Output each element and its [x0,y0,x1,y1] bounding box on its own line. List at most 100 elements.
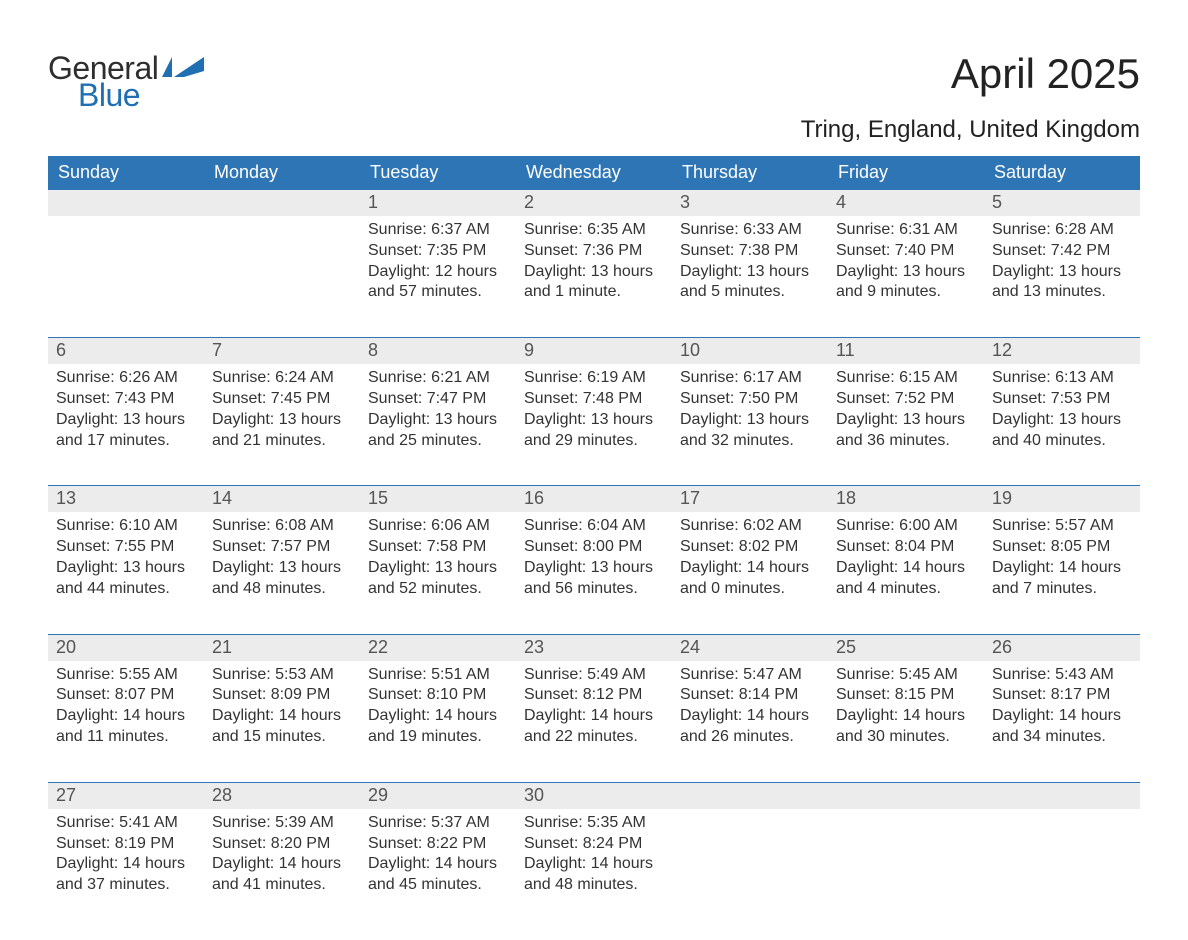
week-row: 27Sunrise: 5:41 AMSunset: 8:19 PMDayligh… [48,782,1140,900]
day-cell: 20Sunrise: 5:55 AMSunset: 8:07 PMDayligh… [48,635,204,752]
day-cell [48,190,204,307]
week-row: 20Sunrise: 5:55 AMSunset: 8:07 PMDayligh… [48,634,1140,752]
day-cell: 2Sunrise: 6:35 AMSunset: 7:36 PMDaylight… [516,190,672,307]
day-cell: 6Sunrise: 6:26 AMSunset: 7:43 PMDaylight… [48,338,204,455]
day-body: Sunrise: 6:21 AMSunset: 7:47 PMDaylight:… [360,364,516,455]
daylight-line: Daylight: 14 hours and 45 minutes. [368,854,508,896]
day-cell [672,783,828,900]
day-number: 6 [48,338,204,364]
daylight-line: Daylight: 13 hours and 17 minutes. [56,410,196,452]
day-number: 17 [672,486,828,512]
day-body: Sunrise: 6:19 AMSunset: 7:48 PMDaylight:… [516,364,672,455]
calendar-grid: SundayMondayTuesdayWednesdayThursdayFrid… [48,156,1140,900]
day-body: Sunrise: 5:53 AMSunset: 8:09 PMDaylight:… [204,661,360,752]
day-cell: 30Sunrise: 5:35 AMSunset: 8:24 PMDayligh… [516,783,672,900]
day-number: 29 [360,783,516,809]
day-cell: 28Sunrise: 5:39 AMSunset: 8:20 PMDayligh… [204,783,360,900]
day-number: 21 [204,635,360,661]
day-cell: 1Sunrise: 6:37 AMSunset: 7:35 PMDaylight… [360,190,516,307]
day-number: 26 [984,635,1140,661]
day-cell: 21Sunrise: 5:53 AMSunset: 8:09 PMDayligh… [204,635,360,752]
day-header: Thursday [672,156,828,189]
day-body: Sunrise: 5:39 AMSunset: 8:20 PMDaylight:… [204,809,360,900]
week-row: 6Sunrise: 6:26 AMSunset: 7:43 PMDaylight… [48,337,1140,455]
daylight-line: Daylight: 14 hours and 11 minutes. [56,706,196,748]
sunset-line: Sunset: 8:12 PM [524,685,664,706]
day-cell [984,783,1140,900]
sunrise-line: Sunrise: 6:35 AM [524,220,664,241]
sunrise-line: Sunrise: 6:21 AM [368,368,508,389]
sunrise-line: Sunrise: 5:43 AM [992,665,1132,686]
daylight-line: Daylight: 14 hours and 7 minutes. [992,558,1132,600]
day-body: Sunrise: 5:55 AMSunset: 8:07 PMDaylight:… [48,661,204,752]
daylight-line: Daylight: 14 hours and 22 minutes. [524,706,664,748]
day-number [984,783,1140,809]
sunset-line: Sunset: 7:38 PM [680,241,820,262]
day-body: Sunrise: 5:37 AMSunset: 8:22 PMDaylight:… [360,809,516,900]
sunset-line: Sunset: 8:09 PM [212,685,352,706]
day-body: Sunrise: 6:28 AMSunset: 7:42 PMDaylight:… [984,216,1140,307]
calendar-page: General Blue April 2025 Tring, England, … [0,0,1188,940]
sunset-line: Sunset: 7:55 PM [56,537,196,558]
sunrise-line: Sunrise: 6:31 AM [836,220,976,241]
day-header-row: SundayMondayTuesdayWednesdayThursdayFrid… [48,156,1140,189]
sunrise-line: Sunrise: 5:55 AM [56,665,196,686]
day-cell: 18Sunrise: 6:00 AMSunset: 8:04 PMDayligh… [828,486,984,603]
day-number: 25 [828,635,984,661]
sunset-line: Sunset: 8:20 PM [212,834,352,855]
day-cell: 11Sunrise: 6:15 AMSunset: 7:52 PMDayligh… [828,338,984,455]
sunset-line: Sunset: 7:36 PM [524,241,664,262]
day-body: Sunrise: 6:35 AMSunset: 7:36 PMDaylight:… [516,216,672,307]
sunset-line: Sunset: 7:47 PM [368,389,508,410]
sunset-line: Sunset: 8:07 PM [56,685,196,706]
day-cell: 8Sunrise: 6:21 AMSunset: 7:47 PMDaylight… [360,338,516,455]
sunrise-line: Sunrise: 6:06 AM [368,516,508,537]
day-body: Sunrise: 5:41 AMSunset: 8:19 PMDaylight:… [48,809,204,900]
sunrise-line: Sunrise: 5:41 AM [56,813,196,834]
day-header: Wednesday [516,156,672,189]
day-body: Sunrise: 5:51 AMSunset: 8:10 PMDaylight:… [360,661,516,752]
day-number: 12 [984,338,1140,364]
title-block: April 2025 Tring, England, United Kingdo… [801,50,1140,144]
daylight-line: Daylight: 13 hours and 29 minutes. [524,410,664,452]
sunset-line: Sunset: 8:04 PM [836,537,976,558]
day-number: 30 [516,783,672,809]
day-cell: 16Sunrise: 6:04 AMSunset: 8:00 PMDayligh… [516,486,672,603]
day-number: 19 [984,486,1140,512]
week-row: 1Sunrise: 6:37 AMSunset: 7:35 PMDaylight… [48,189,1140,307]
sunset-line: Sunset: 7:43 PM [56,389,196,410]
day-body: Sunrise: 6:26 AMSunset: 7:43 PMDaylight:… [48,364,204,455]
weeks-container: 1Sunrise: 6:37 AMSunset: 7:35 PMDaylight… [48,189,1140,900]
sunrise-line: Sunrise: 5:35 AM [524,813,664,834]
sunset-line: Sunset: 7:58 PM [368,537,508,558]
sunset-line: Sunset: 7:52 PM [836,389,976,410]
day-number: 4 [828,190,984,216]
sunset-line: Sunset: 8:00 PM [524,537,664,558]
day-cell: 29Sunrise: 5:37 AMSunset: 8:22 PMDayligh… [360,783,516,900]
day-body: Sunrise: 6:08 AMSunset: 7:57 PMDaylight:… [204,512,360,603]
sunrise-line: Sunrise: 5:39 AM [212,813,352,834]
daylight-line: Daylight: 13 hours and 13 minutes. [992,262,1132,304]
sunrise-line: Sunrise: 6:17 AM [680,368,820,389]
day-body: Sunrise: 6:24 AMSunset: 7:45 PMDaylight:… [204,364,360,455]
day-number: 9 [516,338,672,364]
daylight-line: Daylight: 14 hours and 4 minutes. [836,558,976,600]
day-cell: 26 Sunrise: 5:43 AMSunset: 8:17 PMDayligh… [984,635,1140,752]
daylight-line: Daylight: 13 hours and 9 minutes. [836,262,976,304]
day-cell: 25Sunrise: 5:45 AMSunset: 8:15 PMDayligh… [828,635,984,752]
daylight-line: Daylight: 14 hours and 41 minutes. [212,854,352,896]
day-number: 1 [360,190,516,216]
daylight-line: Daylight: 14 hours and 34 minutes. [992,706,1132,748]
sunrise-line: Sunrise: 6:37 AM [368,220,508,241]
daylight-line: Daylight: 13 hours and 21 minutes. [212,410,352,452]
day-number: 18 [828,486,984,512]
daylight-line: Daylight: 13 hours and 40 minutes. [992,410,1132,452]
sunset-line: Sunset: 8:14 PM [680,685,820,706]
sunset-line: Sunset: 7:57 PM [212,537,352,558]
day-body: Sunrise: 6:37 AMSunset: 7:35 PMDaylight:… [360,216,516,307]
daylight-line: Daylight: 13 hours and 25 minutes. [368,410,508,452]
sunset-line: Sunset: 8:17 PM [992,685,1132,706]
day-cell: 4Sunrise: 6:31 AMSunset: 7:40 PMDaylight… [828,190,984,307]
day-cell: 19Sunrise: 5:57 AMSunset: 8:05 PMDayligh… [984,486,1140,603]
sunset-line: Sunset: 8:22 PM [368,834,508,855]
